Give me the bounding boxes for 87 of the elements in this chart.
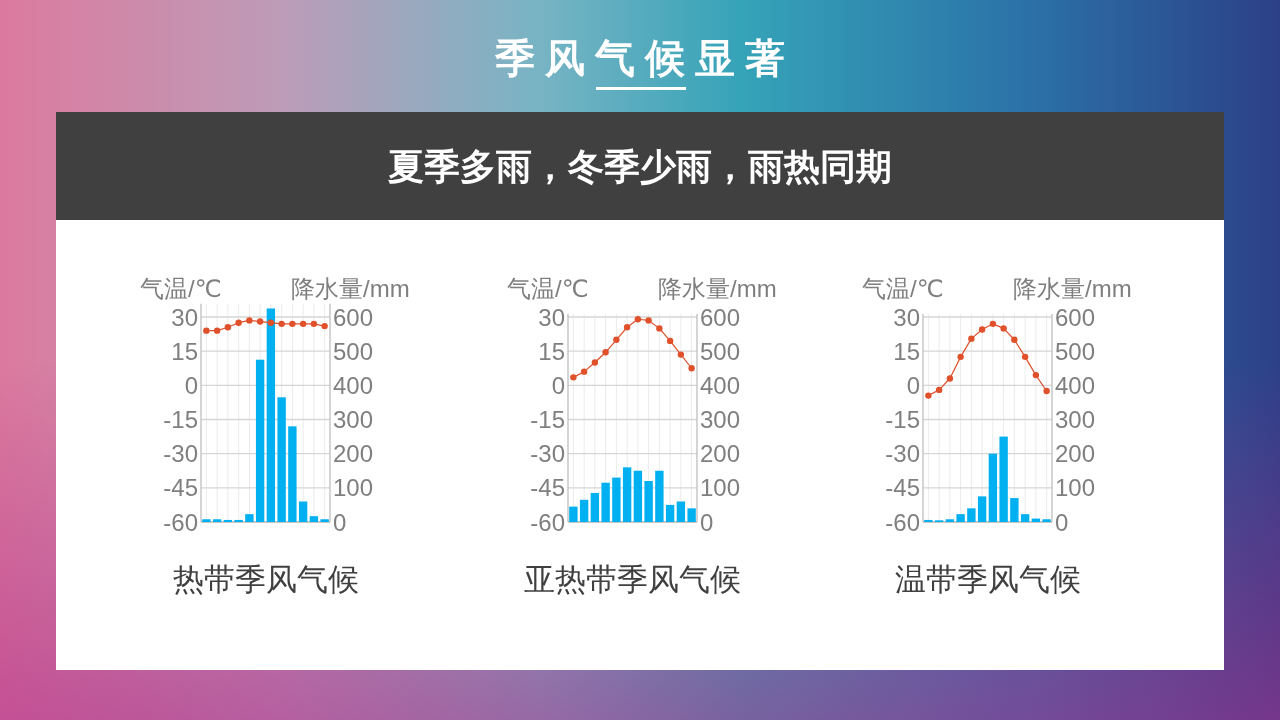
bar bbox=[298, 501, 308, 522]
text: 季风气候显著 bbox=[494, 36, 795, 80]
y-tick-label: -15 bbox=[163, 406, 198, 433]
y-tick-label: -45 bbox=[885, 474, 920, 502]
bar bbox=[622, 467, 632, 522]
y-tick-label: -15 bbox=[530, 406, 565, 433]
y-tick-label: -60 bbox=[163, 508, 198, 536]
bar bbox=[569, 506, 578, 522]
y-tick-label: 30 bbox=[171, 303, 198, 331]
y-tick-label: 0 bbox=[906, 371, 920, 399]
text: 温带季风气候 bbox=[894, 562, 1081, 597]
y2-tick-label: 600 bbox=[1055, 303, 1096, 331]
y2-tick-label: 0 bbox=[700, 508, 714, 536]
y2-tick-label: 100 bbox=[700, 474, 741, 502]
y-tick-label: 0 bbox=[184, 371, 198, 399]
y2-tick-label: 400 bbox=[333, 371, 374, 399]
bar bbox=[999, 436, 1008, 522]
y2-axis-title: 降水量/mm bbox=[1013, 275, 1132, 302]
y2-tick-label: 500 bbox=[1055, 337, 1096, 365]
y2-tick-label: 0 bbox=[333, 508, 347, 536]
bar bbox=[665, 504, 675, 522]
bar bbox=[655, 470, 664, 522]
bar bbox=[633, 470, 643, 522]
bar bbox=[924, 519, 933, 522]
bar bbox=[309, 516, 319, 522]
bar bbox=[676, 501, 686, 522]
y2-tick-label: 200 bbox=[333, 440, 374, 468]
bar bbox=[988, 453, 998, 522]
y-axis-title: 气温/℃ bbox=[862, 275, 944, 302]
text: 亚热带季风气候 bbox=[524, 562, 741, 597]
bar bbox=[1010, 498, 1019, 522]
bar bbox=[579, 499, 589, 522]
bar bbox=[601, 482, 610, 522]
text: 夏季多雨，冬季少雨，雨热同期 bbox=[388, 146, 892, 187]
y2-axis-title: 降水量/mm bbox=[658, 275, 777, 302]
bar bbox=[234, 519, 243, 522]
y-tick-label: -30 bbox=[885, 440, 920, 468]
bar bbox=[956, 514, 965, 522]
y2-tick-label: 300 bbox=[1055, 406, 1096, 433]
y2-tick-label: 100 bbox=[1055, 474, 1096, 502]
y-tick-label: -45 bbox=[530, 474, 565, 502]
y2-tick-label: 600 bbox=[333, 303, 374, 331]
bar bbox=[977, 496, 987, 522]
bar bbox=[945, 519, 955, 522]
bar bbox=[266, 308, 276, 522]
y-tick-label: 30 bbox=[538, 303, 565, 331]
y-tick-label: 30 bbox=[893, 303, 920, 331]
bar bbox=[255, 359, 265, 522]
y2-tick-label: 500 bbox=[700, 337, 741, 365]
y-tick-label: -30 bbox=[530, 440, 565, 468]
bar bbox=[288, 426, 297, 522]
bar bbox=[1042, 519, 1051, 522]
bar bbox=[223, 519, 233, 522]
bar bbox=[590, 492, 600, 522]
y-tick-label: 0 bbox=[551, 371, 565, 399]
y-tick-label: -15 bbox=[885, 406, 920, 433]
y-tick-label: -30 bbox=[163, 440, 198, 468]
y-axis-title: 气温/℃ bbox=[507, 275, 589, 302]
y2-tick-label: 400 bbox=[700, 371, 741, 399]
y2-tick-label: 200 bbox=[1055, 440, 1096, 468]
y2-tick-label: 0 bbox=[1055, 508, 1069, 536]
y2-tick-label: 300 bbox=[700, 406, 741, 433]
y2-tick-label: 100 bbox=[333, 474, 374, 502]
y-tick-label: 15 bbox=[538, 337, 565, 365]
bar bbox=[212, 519, 222, 522]
y2-axis-title: 降水量/mm bbox=[291, 275, 410, 302]
bar bbox=[644, 481, 653, 522]
text: 热带季风气候 bbox=[172, 562, 359, 597]
y-tick-label: 15 bbox=[893, 337, 920, 365]
bar bbox=[320, 519, 329, 522]
y2-tick-label: 600 bbox=[700, 303, 741, 331]
y-axis-title: 气温/℃ bbox=[140, 275, 222, 302]
bar bbox=[202, 519, 211, 522]
y-tick-label: -45 bbox=[163, 474, 198, 502]
y2-tick-label: 200 bbox=[700, 440, 741, 468]
bar bbox=[612, 477, 621, 522]
bar bbox=[967, 508, 976, 522]
y-tick-label: -60 bbox=[885, 508, 920, 536]
bar bbox=[687, 508, 696, 522]
bar bbox=[277, 397, 286, 522]
y2-tick-label: 300 bbox=[333, 406, 374, 433]
y2-tick-label: 500 bbox=[333, 337, 374, 365]
y-tick-label: -60 bbox=[530, 508, 565, 536]
bar bbox=[1020, 514, 1030, 522]
y-tick-label: 15 bbox=[171, 337, 198, 365]
y2-tick-label: 400 bbox=[1055, 371, 1096, 399]
bar bbox=[245, 514, 254, 522]
